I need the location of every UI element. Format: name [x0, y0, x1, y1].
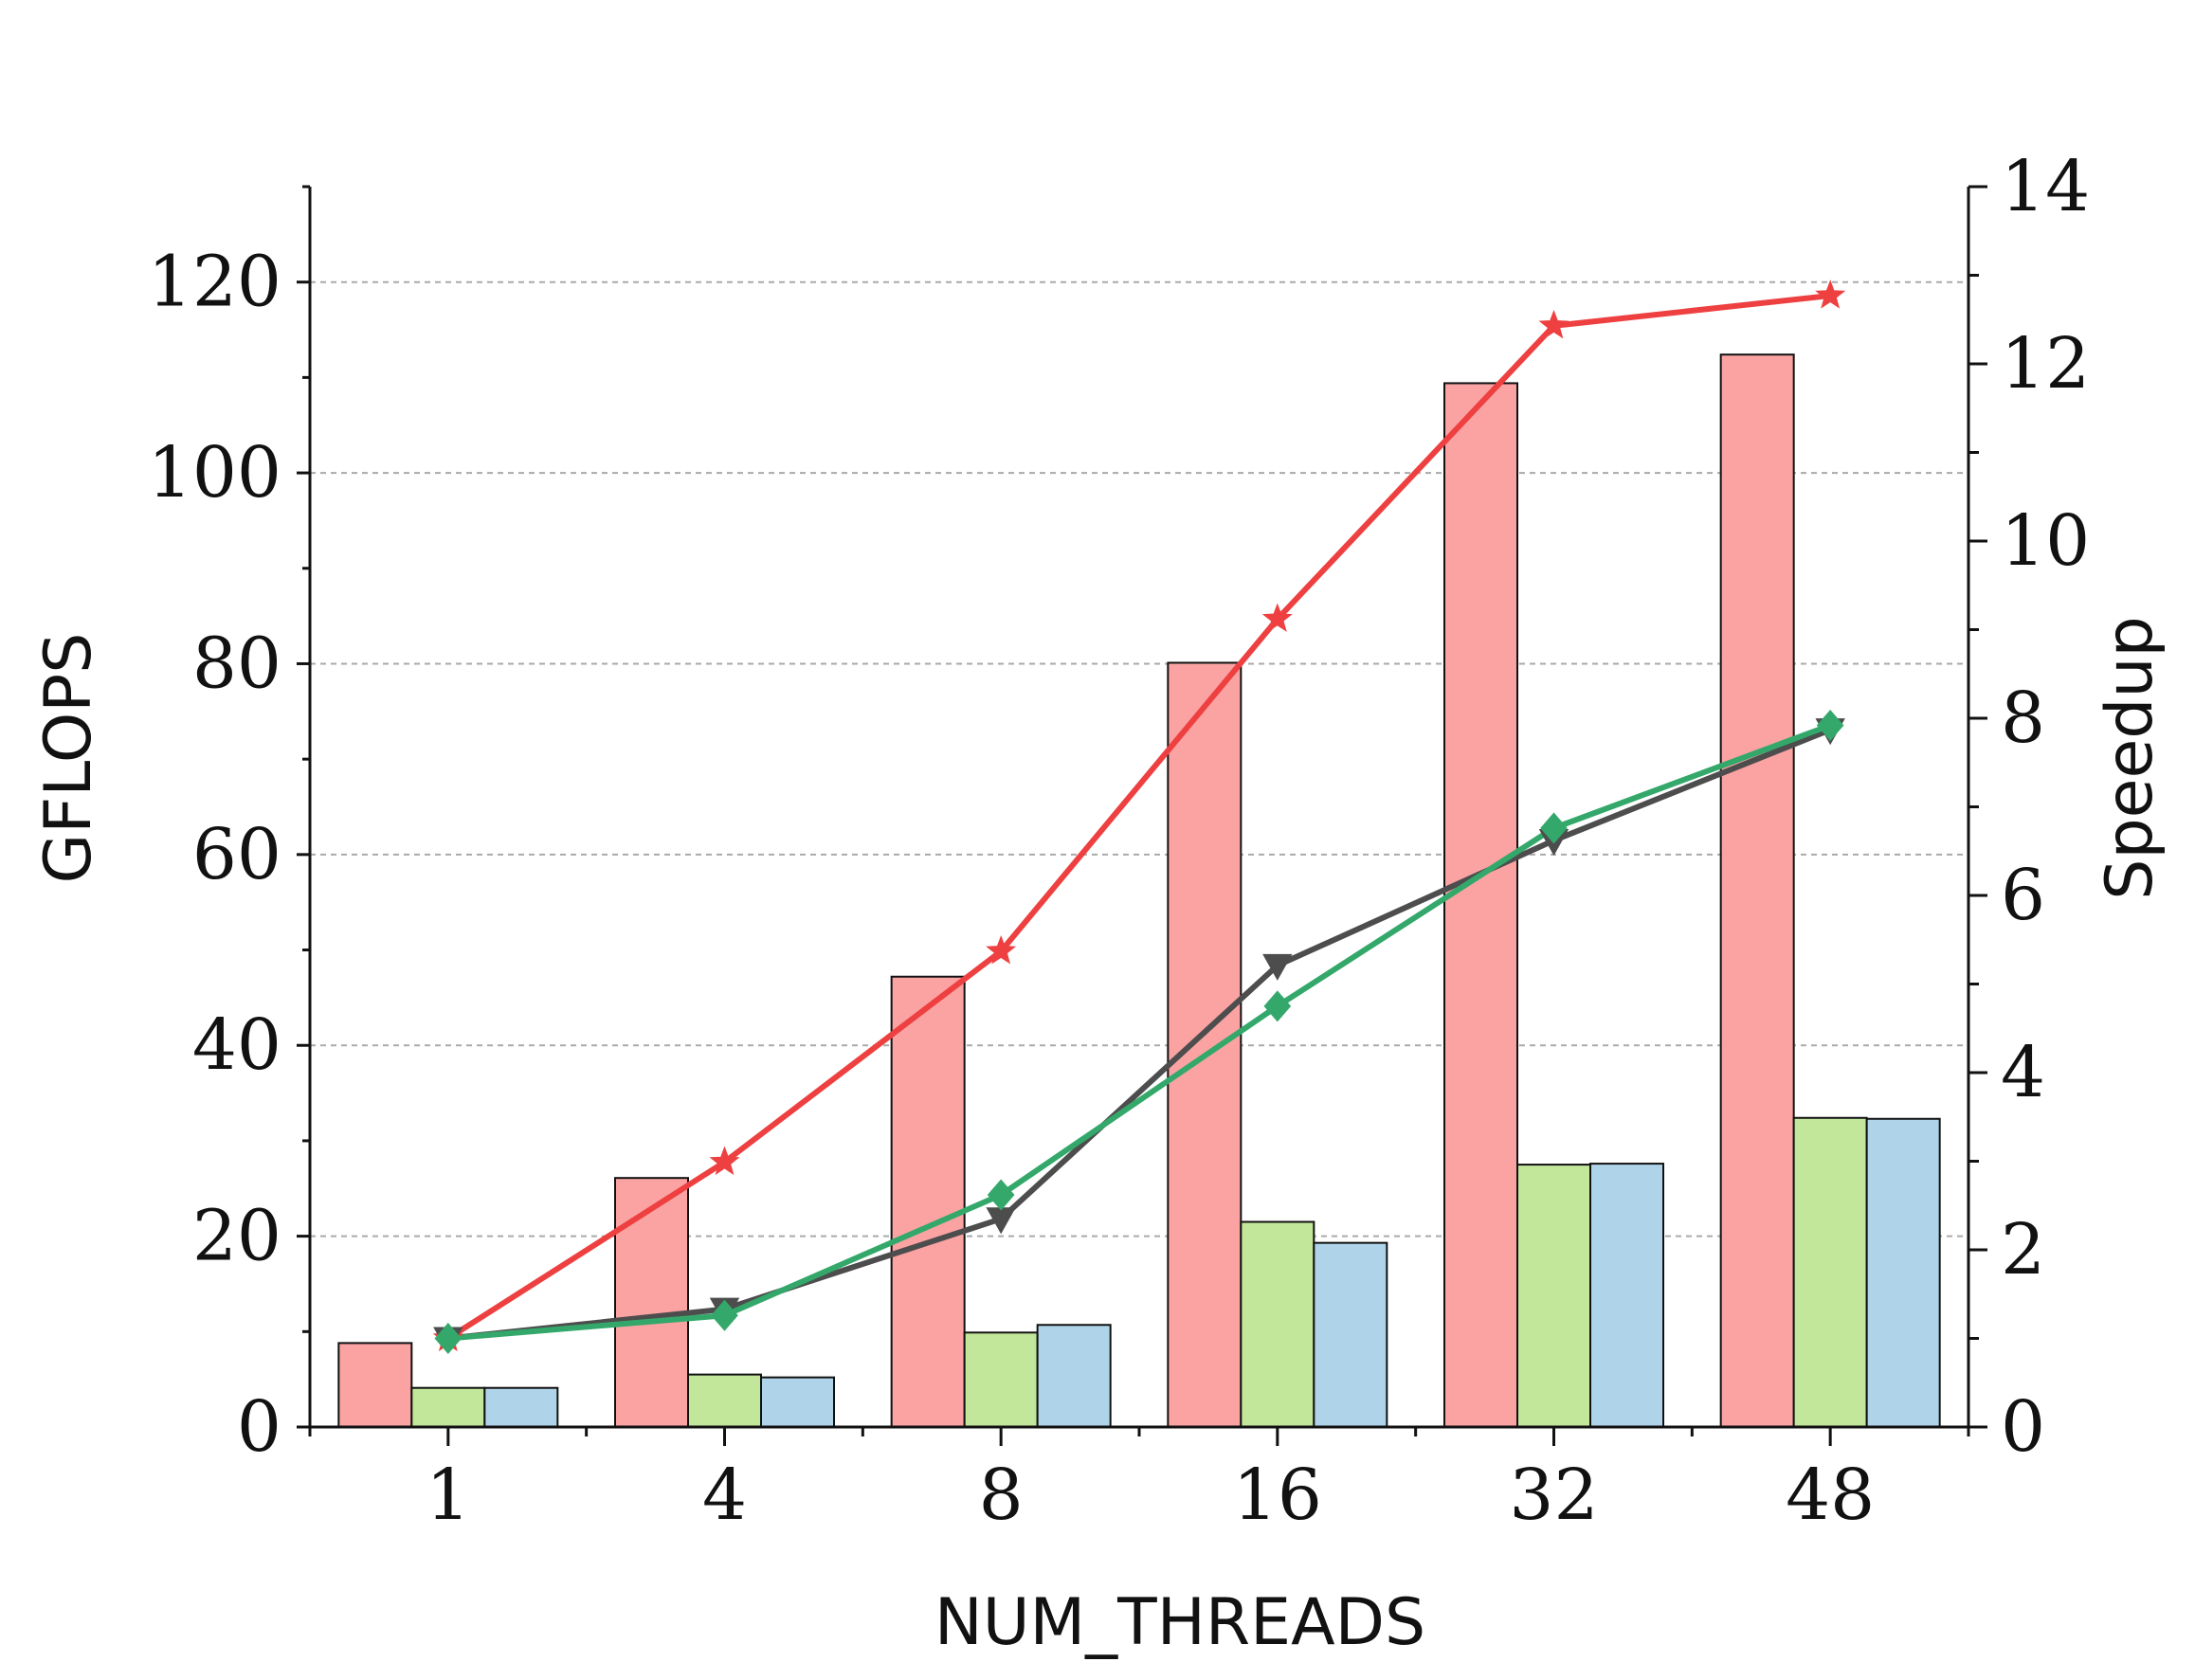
y2-tick-label: 0 — [2001, 1386, 2045, 1468]
series-marker — [1262, 953, 1293, 981]
bar — [760, 1376, 835, 1429]
gridlines — [310, 280, 1968, 1237]
series-line — [447, 722, 1832, 1342]
bar — [1036, 1324, 1112, 1429]
x-tick-label: 4 — [702, 1454, 747, 1536]
bar — [1167, 661, 1243, 1428]
line-group — [432, 280, 1846, 1355]
x-tick-label: 48 — [1786, 1454, 1875, 1536]
y2-tick-label: 4 — [2001, 1032, 2045, 1113]
y2-axis-title: Speedup — [2093, 616, 2168, 899]
y-tick-label: 80 — [192, 623, 281, 704]
series-marker — [1538, 309, 1569, 339]
bar — [337, 1342, 413, 1428]
y-tick-label: 20 — [192, 1196, 281, 1277]
y-tick-label: 40 — [192, 1004, 281, 1086]
series-marker — [987, 1179, 1015, 1211]
y2-tick-label: 12 — [2001, 323, 2090, 405]
x-tick-label: 16 — [1233, 1454, 1322, 1536]
series-marker — [986, 935, 1017, 965]
y2-tick-label: 10 — [2001, 500, 2090, 582]
bar — [890, 975, 966, 1428]
bar — [1443, 382, 1518, 1428]
bar — [1589, 1163, 1664, 1428]
bar — [1240, 1220, 1315, 1429]
x-axis-title: NUM_THREADS — [934, 1585, 1425, 1660]
series-marker — [434, 1322, 463, 1355]
series-marker — [1263, 990, 1292, 1022]
y-tick-label: 100 — [148, 432, 281, 514]
series-marker — [1540, 812, 1568, 844]
y2-tick-label: 6 — [2001, 855, 2045, 936]
bar — [1792, 1116, 1868, 1429]
bar — [1865, 1117, 1941, 1428]
series-marker — [711, 1299, 738, 1331]
bar — [1516, 1164, 1591, 1429]
bar — [687, 1373, 762, 1429]
bar — [1313, 1241, 1388, 1428]
x-tick-label: 8 — [979, 1454, 1024, 1536]
bar — [963, 1331, 1039, 1428]
bar — [1719, 353, 1795, 1428]
y2-tick-label: 14 — [2001, 146, 2090, 227]
x-tick-label: 32 — [1509, 1454, 1598, 1536]
y2-tick-label: 8 — [2001, 677, 2045, 759]
series-marker — [1816, 709, 1844, 742]
series-line — [447, 727, 1832, 1342]
axes — [308, 187, 1970, 1429]
y-tick-label: 60 — [192, 814, 281, 895]
series-marker — [1815, 280, 1846, 309]
bar — [410, 1386, 486, 1429]
y-axis-title: GFLOPS — [31, 633, 106, 884]
bar-group — [337, 353, 1941, 1429]
bar — [614, 1177, 689, 1429]
series-line — [446, 293, 1831, 1342]
y-tick-label: 120 — [148, 242, 281, 323]
series-marker — [709, 1146, 740, 1176]
series-marker — [1261, 603, 1293, 632]
y-tick-label: 0 — [237, 1386, 281, 1468]
bar — [483, 1386, 559, 1429]
y2-tick-label: 2 — [2001, 1209, 2045, 1291]
x-tick-label: 1 — [426, 1454, 470, 1536]
